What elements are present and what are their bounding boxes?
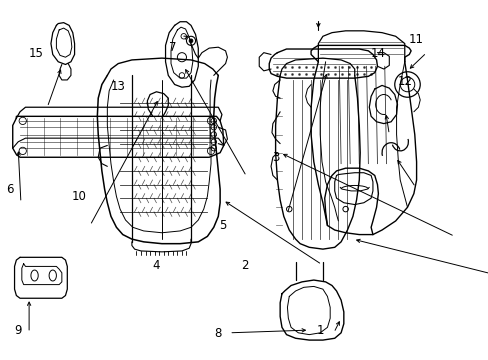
Text: 1: 1	[316, 324, 324, 337]
Text: 4: 4	[152, 258, 159, 272]
Text: 3: 3	[271, 150, 279, 163]
Text: 5: 5	[218, 219, 225, 232]
Text: 9: 9	[14, 324, 21, 337]
Text: 15: 15	[29, 48, 44, 60]
Text: 11: 11	[407, 33, 423, 46]
Text: 13: 13	[110, 80, 125, 93]
Circle shape	[189, 39, 192, 42]
Text: 7: 7	[168, 41, 176, 54]
Text: 2: 2	[241, 258, 248, 272]
Text: 6: 6	[6, 183, 14, 196]
Text: 10: 10	[72, 190, 86, 203]
Text: 8: 8	[214, 327, 221, 341]
Text: 12: 12	[396, 75, 411, 88]
Text: 14: 14	[370, 48, 385, 60]
